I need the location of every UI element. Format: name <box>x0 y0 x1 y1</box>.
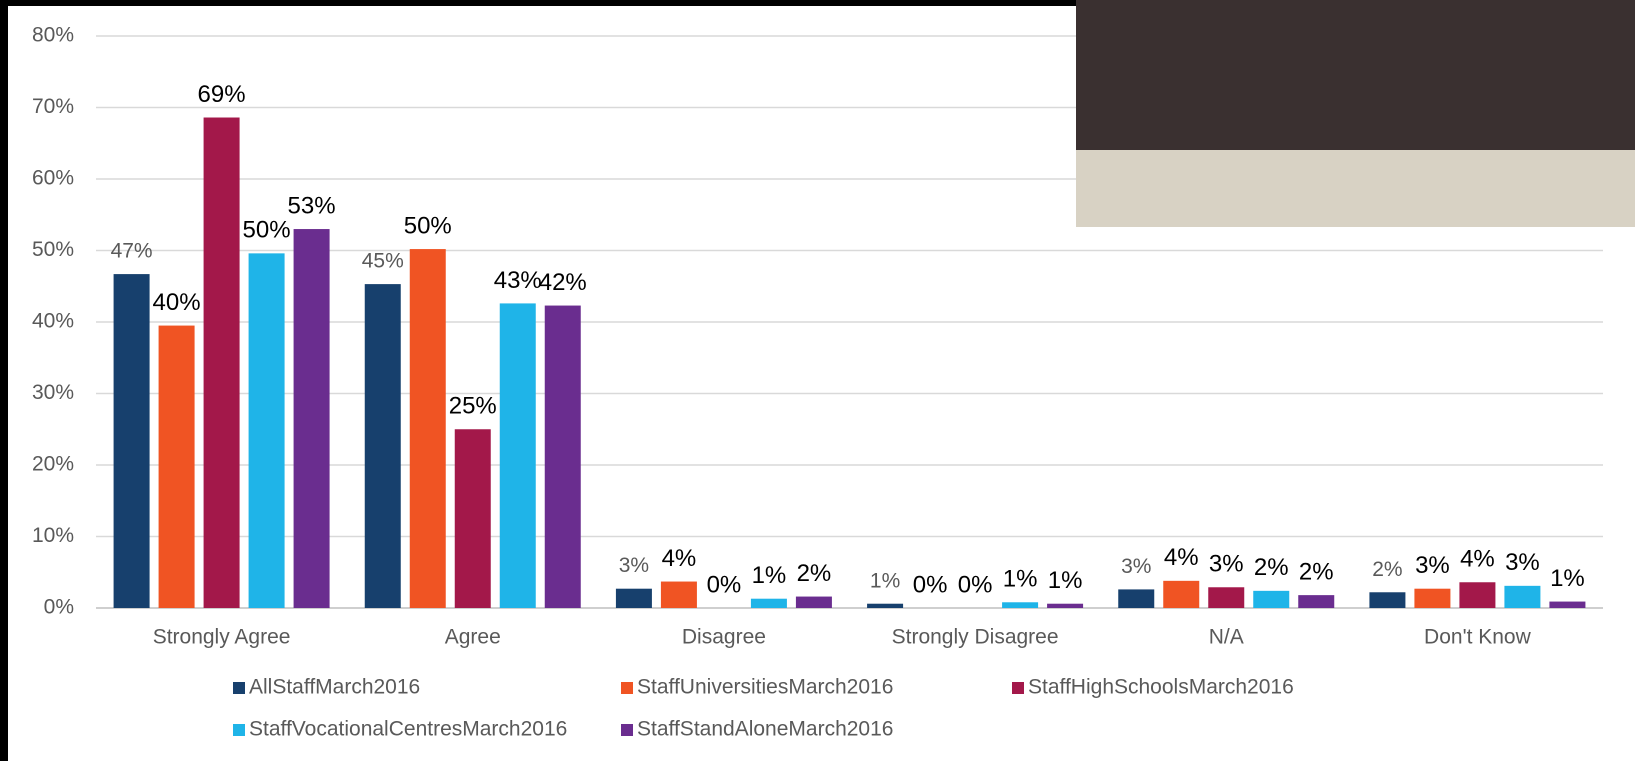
bar <box>113 274 150 608</box>
x-tick-label: Disagree <box>682 626 766 649</box>
bar <box>499 303 536 608</box>
legend-swatch <box>233 682 245 694</box>
y-tick-label: 70% <box>32 95 74 118</box>
legend-label: StaffHighSchoolsMarch2016 <box>1028 676 1294 699</box>
y-tick-label: 60% <box>32 167 74 190</box>
value-label: 2% <box>797 560 832 587</box>
bar <box>1298 595 1335 608</box>
x-tick-label: Agree <box>445 626 501 649</box>
bar <box>293 229 330 609</box>
bar <box>867 603 904 608</box>
bar <box>1002 602 1039 608</box>
y-tick-label: 30% <box>32 381 74 404</box>
value-label: 3% <box>1121 555 1151 578</box>
y-tick-label: 50% <box>32 238 74 261</box>
y-tick-label: 20% <box>32 453 74 476</box>
bar <box>203 117 240 608</box>
x-tick-label: Strongly Disagree <box>892 626 1059 649</box>
legend-label: AllStaffMarch2016 <box>249 676 420 699</box>
x-tick-label: Don't Know <box>1424 626 1532 649</box>
bar <box>1549 601 1586 608</box>
bar <box>1504 585 1541 608</box>
value-label: 43% <box>494 267 542 294</box>
y-tick-label: 80% <box>32 24 74 47</box>
value-label: 42% <box>539 269 587 296</box>
legend-swatch <box>621 724 633 736</box>
legend-swatch <box>1012 682 1024 694</box>
value-label: 69% <box>198 81 246 108</box>
bar <box>1459 582 1496 608</box>
value-label: 0% <box>958 571 993 598</box>
value-label: 2% <box>1254 554 1289 581</box>
bar <box>1253 590 1290 608</box>
bar <box>1163 580 1200 608</box>
value-label: 4% <box>662 545 697 572</box>
bar <box>750 598 787 608</box>
value-label: 25% <box>449 393 497 420</box>
bar <box>248 253 285 609</box>
value-label: 53% <box>288 192 336 219</box>
value-label: 3% <box>1415 552 1450 579</box>
value-label: 2% <box>1299 558 1334 585</box>
value-label: 2% <box>1372 558 1402 581</box>
value-label: 4% <box>1164 544 1199 571</box>
value-label: 1% <box>1003 566 1038 593</box>
value-label: 40% <box>153 289 201 316</box>
bar <box>364 284 401 608</box>
value-label: 1% <box>1048 567 1083 594</box>
bar <box>454 429 491 608</box>
value-label: 1% <box>1550 565 1585 592</box>
bar <box>158 325 195 608</box>
value-label: 50% <box>404 212 452 239</box>
bar <box>795 596 832 608</box>
value-label: 50% <box>243 217 291 244</box>
value-label: 4% <box>1460 546 1495 573</box>
bar <box>409 249 446 608</box>
bar <box>660 581 697 608</box>
value-label: 0% <box>913 571 948 598</box>
bar <box>1208 587 1245 608</box>
value-label: 0% <box>707 571 742 598</box>
bar <box>1118 589 1155 608</box>
bar <box>1047 603 1084 608</box>
value-label: 45% <box>362 250 404 273</box>
bar <box>1369 592 1406 608</box>
y-tick-label: 10% <box>32 524 74 547</box>
value-label: 47% <box>111 240 153 263</box>
value-label: 1% <box>870 569 900 592</box>
x-tick-label: Strongly Agree <box>153 626 291 649</box>
legend-label: StaffVocationalCentresMarch2016 <box>249 718 567 741</box>
y-tick-label: 0% <box>44 596 74 619</box>
value-label: 1% <box>752 562 787 589</box>
value-label: 3% <box>1209 551 1244 578</box>
y-tick-label: 40% <box>32 310 74 333</box>
legend-label: StaffStandAloneMarch2016 <box>637 718 893 741</box>
x-tick-label: N/A <box>1209 626 1244 649</box>
bar <box>544 305 581 608</box>
legend-swatch <box>621 682 633 694</box>
value-label: 3% <box>1505 549 1540 576</box>
photo-table <box>1076 150 1635 227</box>
bar <box>1414 588 1451 608</box>
bar <box>615 588 652 608</box>
legend-label: StaffUniversitiesMarch2016 <box>637 676 893 699</box>
legend-swatch <box>233 724 245 736</box>
value-label: 3% <box>619 554 649 577</box>
